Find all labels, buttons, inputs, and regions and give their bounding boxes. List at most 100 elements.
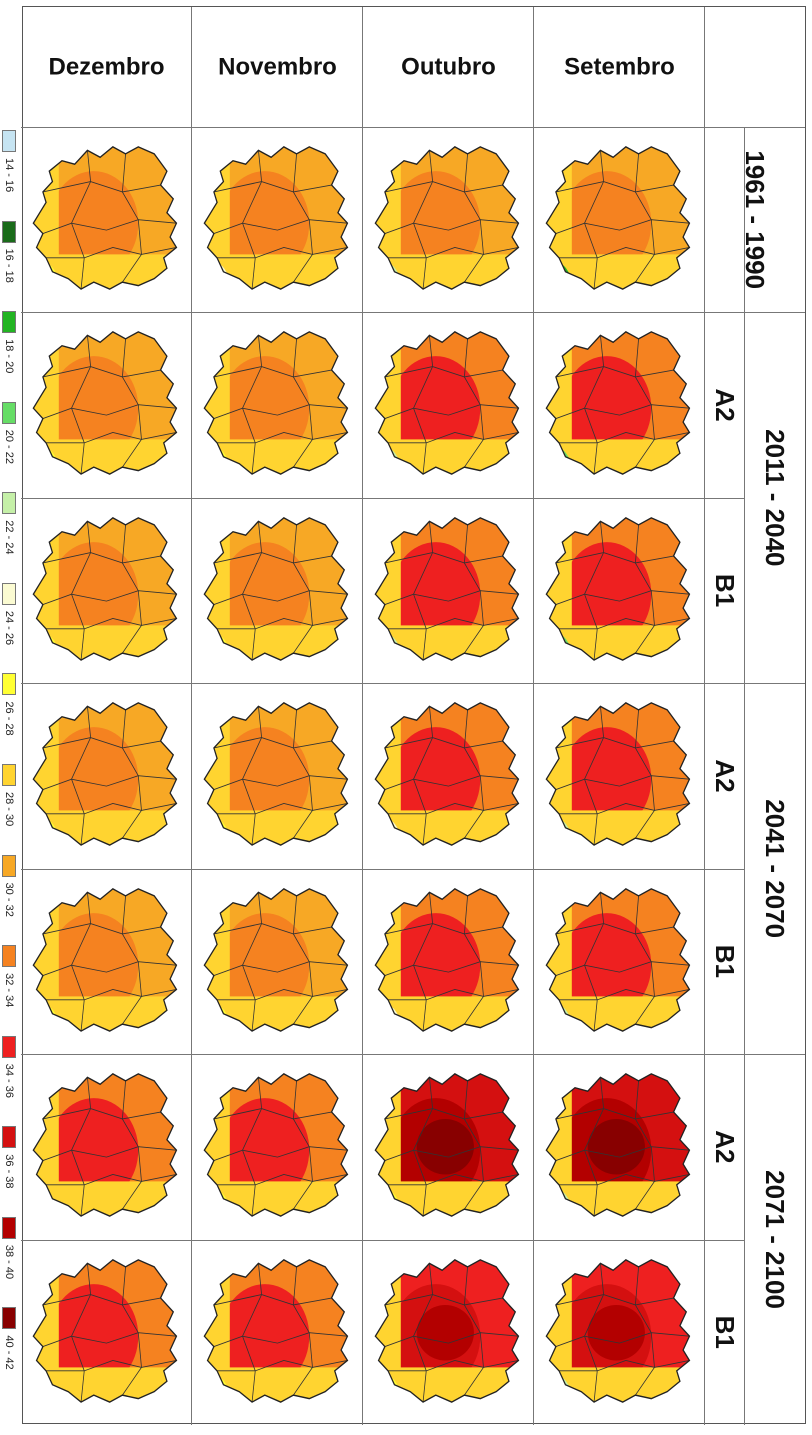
state-border (555, 960, 690, 976)
map-fill (416, 1119, 474, 1175)
period-header: 2071 - 2100 (760, 1170, 791, 1309)
map-fill (562, 171, 652, 276)
temperature-map (32, 1073, 178, 1218)
map-fill (375, 1366, 519, 1402)
state-border (584, 150, 605, 290)
map-fill (562, 727, 652, 832)
region-outline (545, 1073, 691, 1218)
map-fill (220, 912, 310, 1017)
state-border (46, 803, 177, 815)
region-outline (32, 887, 178, 1032)
period-header: 2011 - 2040 (760, 429, 791, 567)
state-border (42, 1331, 177, 1347)
map-fill (391, 727, 481, 832)
state-border (584, 891, 605, 1031)
state-border (46, 247, 177, 259)
map-fill (375, 703, 401, 846)
state-border (555, 1331, 690, 1347)
state-border (242, 706, 263, 846)
grid-line (704, 7, 705, 1425)
state-border (213, 1146, 348, 1162)
state-border (388, 247, 519, 259)
map-fill (33, 996, 177, 1031)
map-fill (375, 1074, 401, 1217)
temperature-map (545, 1073, 691, 1218)
state-border (413, 891, 434, 1031)
temperature-map (32, 1258, 178, 1403)
state-border (559, 988, 690, 1001)
state-border (634, 524, 655, 654)
month-label-novembro: Novembro (218, 53, 337, 80)
state-border (217, 1359, 348, 1371)
state-border (213, 366, 332, 378)
month-label-dezembro: Dezembro (48, 53, 165, 80)
temperature-map (545, 1258, 691, 1403)
temperature-map (203, 516, 349, 661)
legend-swatch (2, 945, 16, 968)
state-border (242, 150, 263, 290)
region-outline (374, 146, 520, 290)
state-border (584, 335, 605, 475)
map-fill (562, 356, 652, 461)
map-fill (546, 888, 572, 1031)
map-fill (49, 912, 139, 1017)
map-fill (49, 171, 139, 276)
temperature-map (32, 331, 178, 476)
state-border (213, 775, 348, 791)
state-border (634, 1266, 655, 1395)
state-border (42, 1146, 177, 1162)
state-border (121, 153, 142, 283)
state-border (42, 1108, 161, 1120)
map-fill (546, 810, 690, 846)
temperature-map (374, 146, 520, 290)
scenario-header-a2: A2 (710, 759, 741, 793)
temperature-map (545, 331, 691, 476)
state-border (121, 1080, 142, 1210)
map-fill (204, 439, 348, 475)
map-fill (391, 541, 481, 647)
state-border (71, 335, 92, 475)
map-fill (204, 703, 230, 846)
state-border (42, 219, 177, 234)
legend-swatch (2, 492, 16, 515)
grid-line (191, 7, 192, 1425)
map-fill (587, 1304, 645, 1361)
temperature-map (374, 702, 520, 847)
region-outline (203, 331, 349, 476)
state-border (213, 181, 332, 193)
region-outline (374, 1073, 520, 1218)
state-border (413, 1262, 434, 1402)
state-border (213, 590, 348, 605)
scenario-header-a2: A2 (710, 1130, 741, 1164)
state-border (71, 1262, 92, 1402)
map-fill (546, 332, 572, 475)
state-border (384, 775, 519, 791)
state-border (292, 524, 313, 654)
state-border (242, 1262, 263, 1402)
region-outline (374, 516, 520, 661)
grid-line (21, 1239, 745, 1241)
map-fill (204, 332, 230, 475)
period-header: 2041 - 2070 (760, 799, 791, 939)
state-border (42, 922, 161, 935)
state-border (555, 1293, 674, 1305)
legend-item: 24 - 26 (2, 582, 16, 645)
state-border (384, 590, 519, 605)
map-fill (391, 356, 481, 461)
state-border (213, 404, 348, 420)
state-border (463, 710, 484, 839)
state-border (71, 891, 92, 1031)
map-fill (546, 1366, 690, 1402)
state-border (213, 1108, 332, 1120)
state-border (463, 524, 484, 654)
map-fill (33, 625, 177, 660)
state-border (413, 335, 434, 475)
state-border (388, 1359, 519, 1371)
state-border (242, 1077, 263, 1217)
region-outline (32, 516, 178, 661)
map-fill (204, 254, 348, 290)
region-outline (545, 1258, 691, 1403)
map-fill (204, 146, 230, 290)
state-border (634, 710, 655, 839)
map-fill (546, 1074, 572, 1217)
